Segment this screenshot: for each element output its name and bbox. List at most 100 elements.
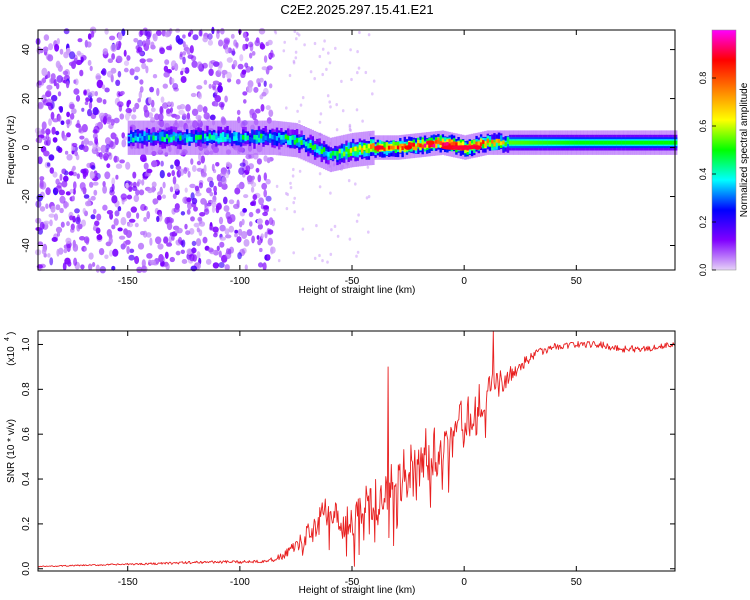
- spectrogram-x-tick-label: -100: [230, 276, 250, 287]
- noise-blob: [155, 30, 162, 36]
- noise-blob: [289, 181, 292, 185]
- noise-blob: [170, 218, 174, 223]
- noise-blob: [123, 60, 130, 66]
- noise-blob: [329, 191, 332, 195]
- noise-blob: [98, 248, 105, 256]
- noise-blob: [171, 170, 175, 177]
- noise-blob: [110, 118, 115, 126]
- band-layer-3: [475, 141, 478, 146]
- noise-blob: [211, 83, 217, 90]
- noise-blob: [224, 95, 228, 103]
- band-layer-3: [390, 145, 393, 150]
- band-layer-3: [280, 135, 283, 140]
- snr-y-axis-label: SNR (10 * v/v): [6, 419, 17, 483]
- noise-blob: [90, 195, 96, 201]
- noise-blob: [45, 102, 53, 107]
- noise-blob: [76, 173, 81, 180]
- noise-blob: [148, 96, 152, 104]
- noise-blob: [82, 145, 89, 153]
- colorbar-label: Normalized spectral amplitude: [739, 82, 750, 217]
- noise-blob: [211, 206, 216, 213]
- snr-y-tick-label: 0.2: [21, 517, 32, 531]
- band-layer-3: [565, 140, 568, 145]
- noise-blob: [241, 69, 247, 75]
- snr-y-tick-label: 0.8: [21, 382, 32, 396]
- noise-blob: [41, 67, 48, 77]
- band-layer-3: [251, 137, 254, 143]
- band-layer-3: [540, 140, 543, 145]
- noise-blob: [133, 194, 140, 203]
- noise-blob: [160, 96, 165, 103]
- band-layer-3: [343, 151, 346, 157]
- noise-blob: [214, 88, 218, 96]
- noise-blob: [223, 205, 230, 212]
- snr-scale-close: ): [6, 332, 17, 335]
- noise-blob: [318, 185, 322, 189]
- noise-blob: [53, 78, 57, 87]
- colorbar-ticks: 0.0 0.2 0.4 0.6 0.8: [698, 72, 716, 276]
- noise-blob: [179, 168, 185, 176]
- band-layer-3: [576, 140, 579, 145]
- noise-blob: [107, 58, 114, 63]
- band-layer-3: [623, 140, 626, 145]
- noise-blob: [63, 201, 70, 208]
- band-layer-2: [435, 141, 438, 149]
- noise-blob: [228, 199, 235, 205]
- noise-blob: [296, 31, 299, 36]
- band-hotspot: [374, 145, 383, 150]
- noise-blob: [293, 29, 297, 34]
- band-layer-3: [500, 141, 503, 146]
- noise-blob: [37, 101, 44, 110]
- noise-blob: [328, 100, 332, 104]
- spectrogram-y-tick-label: -20: [21, 189, 32, 204]
- snr-x-axis: -150 -100 -50 0 50: [118, 331, 582, 588]
- noise-blob: [244, 264, 248, 271]
- noise-blob: [69, 51, 76, 60]
- noise-blob: [85, 200, 92, 207]
- noise-blob: [128, 218, 136, 223]
- noise-blob: [115, 174, 119, 180]
- noise-blob: [114, 137, 119, 146]
- band-layer-3: [605, 140, 608, 145]
- noise-blob: [260, 104, 265, 112]
- band-layer-3: [130, 136, 133, 142]
- band-layer-3: [396, 145, 400, 150]
- band-layer-2: [392, 141, 395, 149]
- band-layer-3: [327, 151, 330, 157]
- band-layer-3: [134, 135, 137, 141]
- noise-blob: [285, 207, 289, 211]
- band-layer-3: [295, 138, 299, 143]
- noise-blob: [50, 73, 56, 81]
- noise-blob: [134, 75, 139, 81]
- noise-blob: [367, 230, 370, 234]
- noise-blob: [372, 79, 376, 83]
- band-layer-3: [639, 140, 642, 145]
- noise-blob: [48, 118, 52, 126]
- noise-blob: [79, 135, 85, 140]
- band-layer-3: [334, 151, 337, 156]
- noise-blob: [160, 160, 164, 167]
- noise-blob: [88, 101, 93, 110]
- noise-blob: [270, 246, 274, 255]
- noise-blob: [191, 197, 198, 205]
- noise-blob: [293, 210, 297, 214]
- band-layer-3: [625, 140, 629, 145]
- noise-blob: [348, 127, 352, 132]
- noise-blob: [83, 90, 87, 95]
- band-layer-3: [529, 140, 532, 145]
- band-layer-3: [441, 142, 445, 147]
- band-layer-3: [266, 136, 270, 142]
- spectrogram-x-tick-label: -150: [118, 276, 138, 287]
- noise-blob: [52, 137, 58, 143]
- band-layer-3: [663, 140, 667, 145]
- noise-blob: [248, 211, 254, 218]
- noise-blob: [291, 174, 295, 178]
- noise-blob: [321, 47, 325, 51]
- noise-blob: [354, 182, 357, 186]
- noise-blob: [180, 70, 184, 76]
- noise-blob: [221, 69, 228, 75]
- noise-blob: [259, 43, 266, 50]
- noise-blob: [69, 113, 75, 120]
- snr-scale-label: (x10: [6, 346, 17, 366]
- band-layer-3: [477, 141, 480, 146]
